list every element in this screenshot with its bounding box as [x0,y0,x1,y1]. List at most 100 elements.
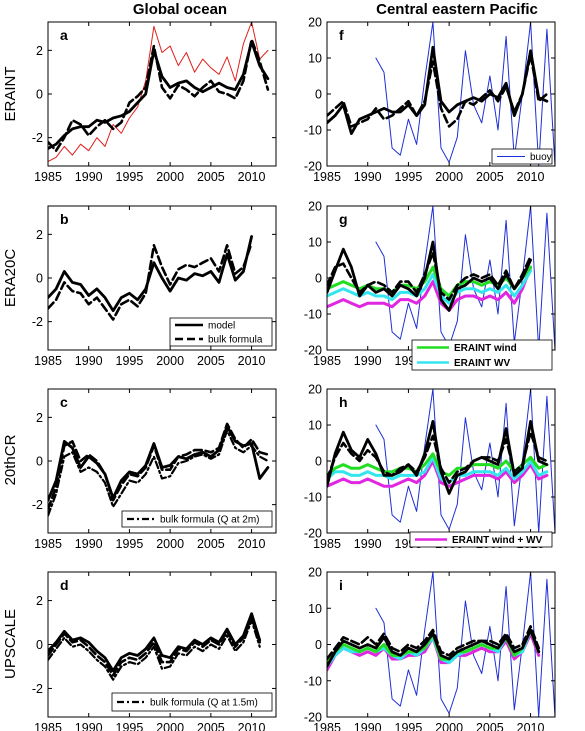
y-tick-label: -10 [304,491,322,505]
x-tick-label: 1985 [313,354,341,368]
panel-b: 1985 1990 1995 2000 2005 2010 -2 0 2 b model bulk f… [32,205,277,368]
x-tick-label: 2010 [238,170,266,184]
y-tick-label: -20 [304,527,322,541]
panel-g: 198519901995200020052010-20-1001020gERAI… [304,200,556,371]
panel-label: f [339,27,344,43]
panel-a: 1985 1990 1995 2000 2005 2010 -2 0 2 a [32,21,277,184]
x-tick-label: 2000 [156,354,184,368]
series-group-b [48,235,254,321]
row-label-upscale: UPSCALE [2,609,19,679]
row-label-era20c: ERA20C [2,249,19,308]
series-group-c [48,422,270,517]
legend-box [169,317,273,347]
series-bulk2-line [48,619,261,681]
series-group-i [327,572,555,717]
legend-box [121,510,273,528]
axes-frame [47,21,277,167]
x-tick-label: 1995 [116,537,144,551]
panel-label: c [60,394,68,410]
x-tick-label: 2010 [517,170,545,184]
y-tick-label: -20 [304,160,322,174]
series-obs_red-line [48,22,269,163]
row-label-eraint: ERAINT [2,66,19,121]
y-tick-label: 0 [36,455,43,469]
y-tick-label: 2 [36,411,43,425]
x-tick-label: 2005 [197,721,225,731]
y-tick-label: 2 [36,44,43,58]
x-tick-label: 2010 [238,354,266,368]
series-model-line [48,612,262,673]
x-tick-label: 1995 [116,721,144,731]
legend-c: bulk formula (Q at 2m) [121,510,273,528]
series-model-line [48,424,270,502]
x-tick-label: 1985 [34,537,62,551]
legend-b: model bulk formula [169,317,273,347]
y-tick-label: 10 [308,52,322,66]
x-tick-label: 1985 [313,721,341,731]
series-eraint_wv-line [327,455,549,485]
series-buoy-line [375,206,555,350]
y-tick-label: -2 [32,498,43,512]
x-tick-label: 1990 [75,354,103,368]
legend-box [111,692,273,712]
y-tick-label: 10 [308,419,322,433]
panel-label: a [60,27,68,43]
series-bulk-line [48,38,270,152]
legend-label: ERAINT wind [454,343,517,354]
series-model-line [327,419,549,495]
series-model-line [48,235,254,313]
column-title-pacific: Central eastern Pacific [376,1,538,18]
x-tick-label: 2000 [156,170,184,184]
x-tick-label: 1990 [75,537,103,551]
x-tick-label: 2010 [238,721,266,731]
y-tick-label: -20 [304,711,322,725]
x-tick-label: 2005 [476,170,504,184]
panel-label: b [60,211,69,227]
x-tick-label: 1985 [34,170,62,184]
series-buoy-line [375,22,555,166]
panel-i: 1985 1990 1995 2000 2005 2010 -20 -10 0 10 20 i [304,566,556,731]
series-group-a [48,22,270,163]
panel-label: g [339,211,348,227]
series-bulk2-line [48,429,269,517]
series-buoy-line [375,389,555,533]
legend-label: buoy [530,152,552,163]
y-tick-label: 0 [315,272,322,286]
legend-label: ERAINT WV [454,358,510,369]
x-tick-label: 2005 [197,537,225,551]
y-tick-label: 0 [36,272,43,286]
x-tick-label: 1995 [116,354,144,368]
y-tick-label: 0 [315,455,322,469]
legend-label: bulk formula (Q at 1.5m) [150,698,258,709]
legend-label: bulk formula [208,335,263,346]
series-model-line [327,45,549,136]
y-tick-label: 20 [308,16,322,30]
x-tick-label: 1995 [395,721,423,731]
y-tick-label: -10 [304,308,322,322]
series-group-g [327,206,555,350]
x-tick-label: 2010 [517,721,545,731]
y-tick-label: -2 [32,682,43,696]
y-tick-label: -20 [304,344,322,358]
x-tick-label: 1985 [313,537,341,551]
series-bulk-line [327,625,541,661]
panel-h: 198519901995200020052010-20-1001020hERAI… [304,383,556,551]
y-tick-label: 20 [308,383,322,397]
panel-label: d [60,577,69,593]
panel-label: h [339,394,348,410]
y-tick-label: -10 [304,674,322,688]
legend-g: ERAINT wind ERAINT WV [411,339,553,371]
y-tick-label: 10 [308,602,322,616]
legend-label: bulk formula (Q at 2m) [160,515,259,526]
y-tick-label: -2 [32,315,43,329]
legend-box [411,339,553,371]
x-tick-label: 1985 [34,354,62,368]
panel-f: 1985 1990 1995 2000 2005 2010 -20 -10 0 10 20 f buoy [304,16,556,184]
panel-c: 1985 1990 1995 2000 2005 2010 -2 0 2 c bulk formul… [32,388,277,551]
y-tick-label: 0 [36,88,43,102]
series-eraint_wind-line [327,452,549,477]
legend-h: ERAINT wind + WV [409,531,553,548]
x-tick-label: 1990 [354,721,382,731]
x-tick-label: 2000 [435,721,463,731]
series-group-d [48,612,262,681]
